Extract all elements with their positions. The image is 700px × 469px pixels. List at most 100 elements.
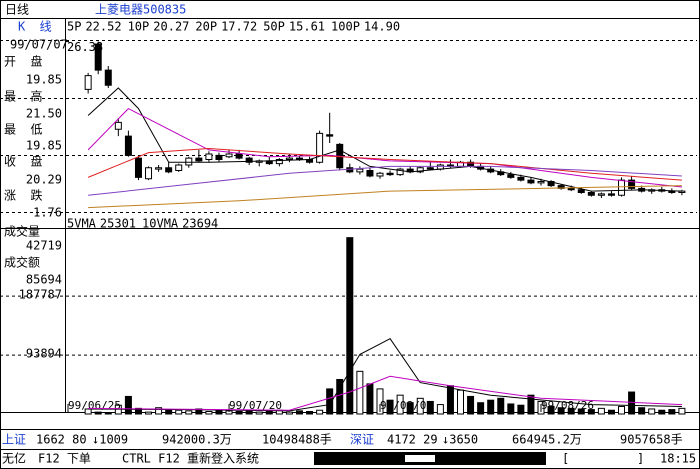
info-label: 开 盘 [4,54,42,69]
candle-body [94,43,102,71]
legend-name: 5VMA [67,217,97,231]
candle-body [376,172,384,177]
volume-bar [658,409,666,415]
legend-value: 14.90 [364,20,400,34]
candle-body [396,168,404,176]
volume-bar [356,370,364,415]
volume-bar [155,407,163,415]
volume-bar [145,411,153,415]
candle-body [507,174,515,178]
info-value: 20.29 [26,173,62,187]
candle-body [628,179,636,189]
candle-body [165,167,173,173]
x-tick-label: 99/08/09 [380,399,433,412]
volume-bar [607,409,615,415]
volume-bar [567,407,575,415]
sz-index: 4172 29 [387,433,438,447]
sh-amount: 942000.3万 [162,433,232,447]
volume-bar [104,412,112,415]
legend-name: 20P [195,20,217,34]
candle-body [587,192,595,196]
volume-bar [94,411,102,415]
volume-bar [285,411,293,415]
candle-body [235,153,243,159]
volume-bar [577,408,585,415]
info-value: 19.85 [26,139,62,153]
volume-bar [265,410,273,415]
moving-average [87,107,682,188]
order-hint[interactable]: F12 下单 [38,452,91,466]
candle-body [145,167,153,180]
volume-bar [306,410,314,415]
y-tick-label: 93894 [26,347,62,361]
volume-bar [507,403,515,415]
moving-average [87,147,682,181]
candle-body [225,153,233,158]
indicator[interactable]: K 线 [18,20,52,34]
candle-body [215,154,223,160]
volume-bar [165,409,173,415]
volume-bar [487,399,495,415]
legend-name: 10P [128,20,150,34]
legend-name: 50P [263,20,285,34]
candle-body [104,69,112,86]
candle-body [275,159,283,165]
sh-change: ↓1009 [92,433,128,447]
volume-bar [648,408,656,415]
info-label: 最 低 [4,123,42,137]
candle-body [426,167,434,170]
volume-bar [436,404,444,415]
volume-bar [316,409,324,415]
candle-body [366,170,374,177]
candle-body [195,157,203,162]
moving-average [88,165,682,196]
candle-body [134,157,142,178]
stock-name: 上菱电器500835 [95,3,186,17]
volume-bar [205,410,213,415]
volume-bar [527,394,535,415]
bracket: ] [637,452,644,466]
volume-bar [396,394,404,415]
volume-bar [426,400,434,415]
candle-body [567,187,575,191]
volume-bar [618,405,626,415]
candle-body [124,135,132,156]
volume-bar [326,388,334,415]
relogin-hint[interactable]: CTRL F12 重新登入系统 [122,451,259,466]
sh-volume: 10498488手 [262,433,332,447]
volume-bar [376,388,384,415]
volume-bar [185,410,193,415]
volume-bar [547,405,555,415]
legend-name: 100P [331,20,360,34]
volume-bar [215,409,223,415]
legend-name: 10VMA [142,217,179,231]
candle-body [285,157,293,160]
info-label: 收 盘 [4,154,42,169]
legend-value: 22.52 [85,20,121,34]
volume-bar [416,397,424,415]
volume-bar [295,410,303,415]
candle-body [618,179,626,196]
candle-body [607,193,615,196]
volume-bar [678,407,686,415]
period[interactable]: 日线 [5,3,29,17]
volume-bar [255,411,263,415]
volume-bar [668,409,676,415]
volume-bar [406,402,414,415]
info-label: 最 高 [4,89,42,104]
candle-body [678,190,686,193]
candle-body [185,157,193,166]
candle-body [416,167,424,173]
candle-body [386,172,394,176]
volume-bar [497,397,505,415]
volume-bar [467,395,475,415]
legend-name: 5P [67,20,81,34]
x-tick-label: 99/07/20 [229,399,282,412]
candle-body [326,134,334,137]
sz-volume: 9057658手 [620,433,683,447]
sh-index: 1662 80 [36,433,87,447]
volume-bar [457,389,465,415]
volume-bar [628,391,636,415]
y-tick-label: 26.38 [67,40,103,54]
scroll-thumb[interactable] [405,455,435,462]
